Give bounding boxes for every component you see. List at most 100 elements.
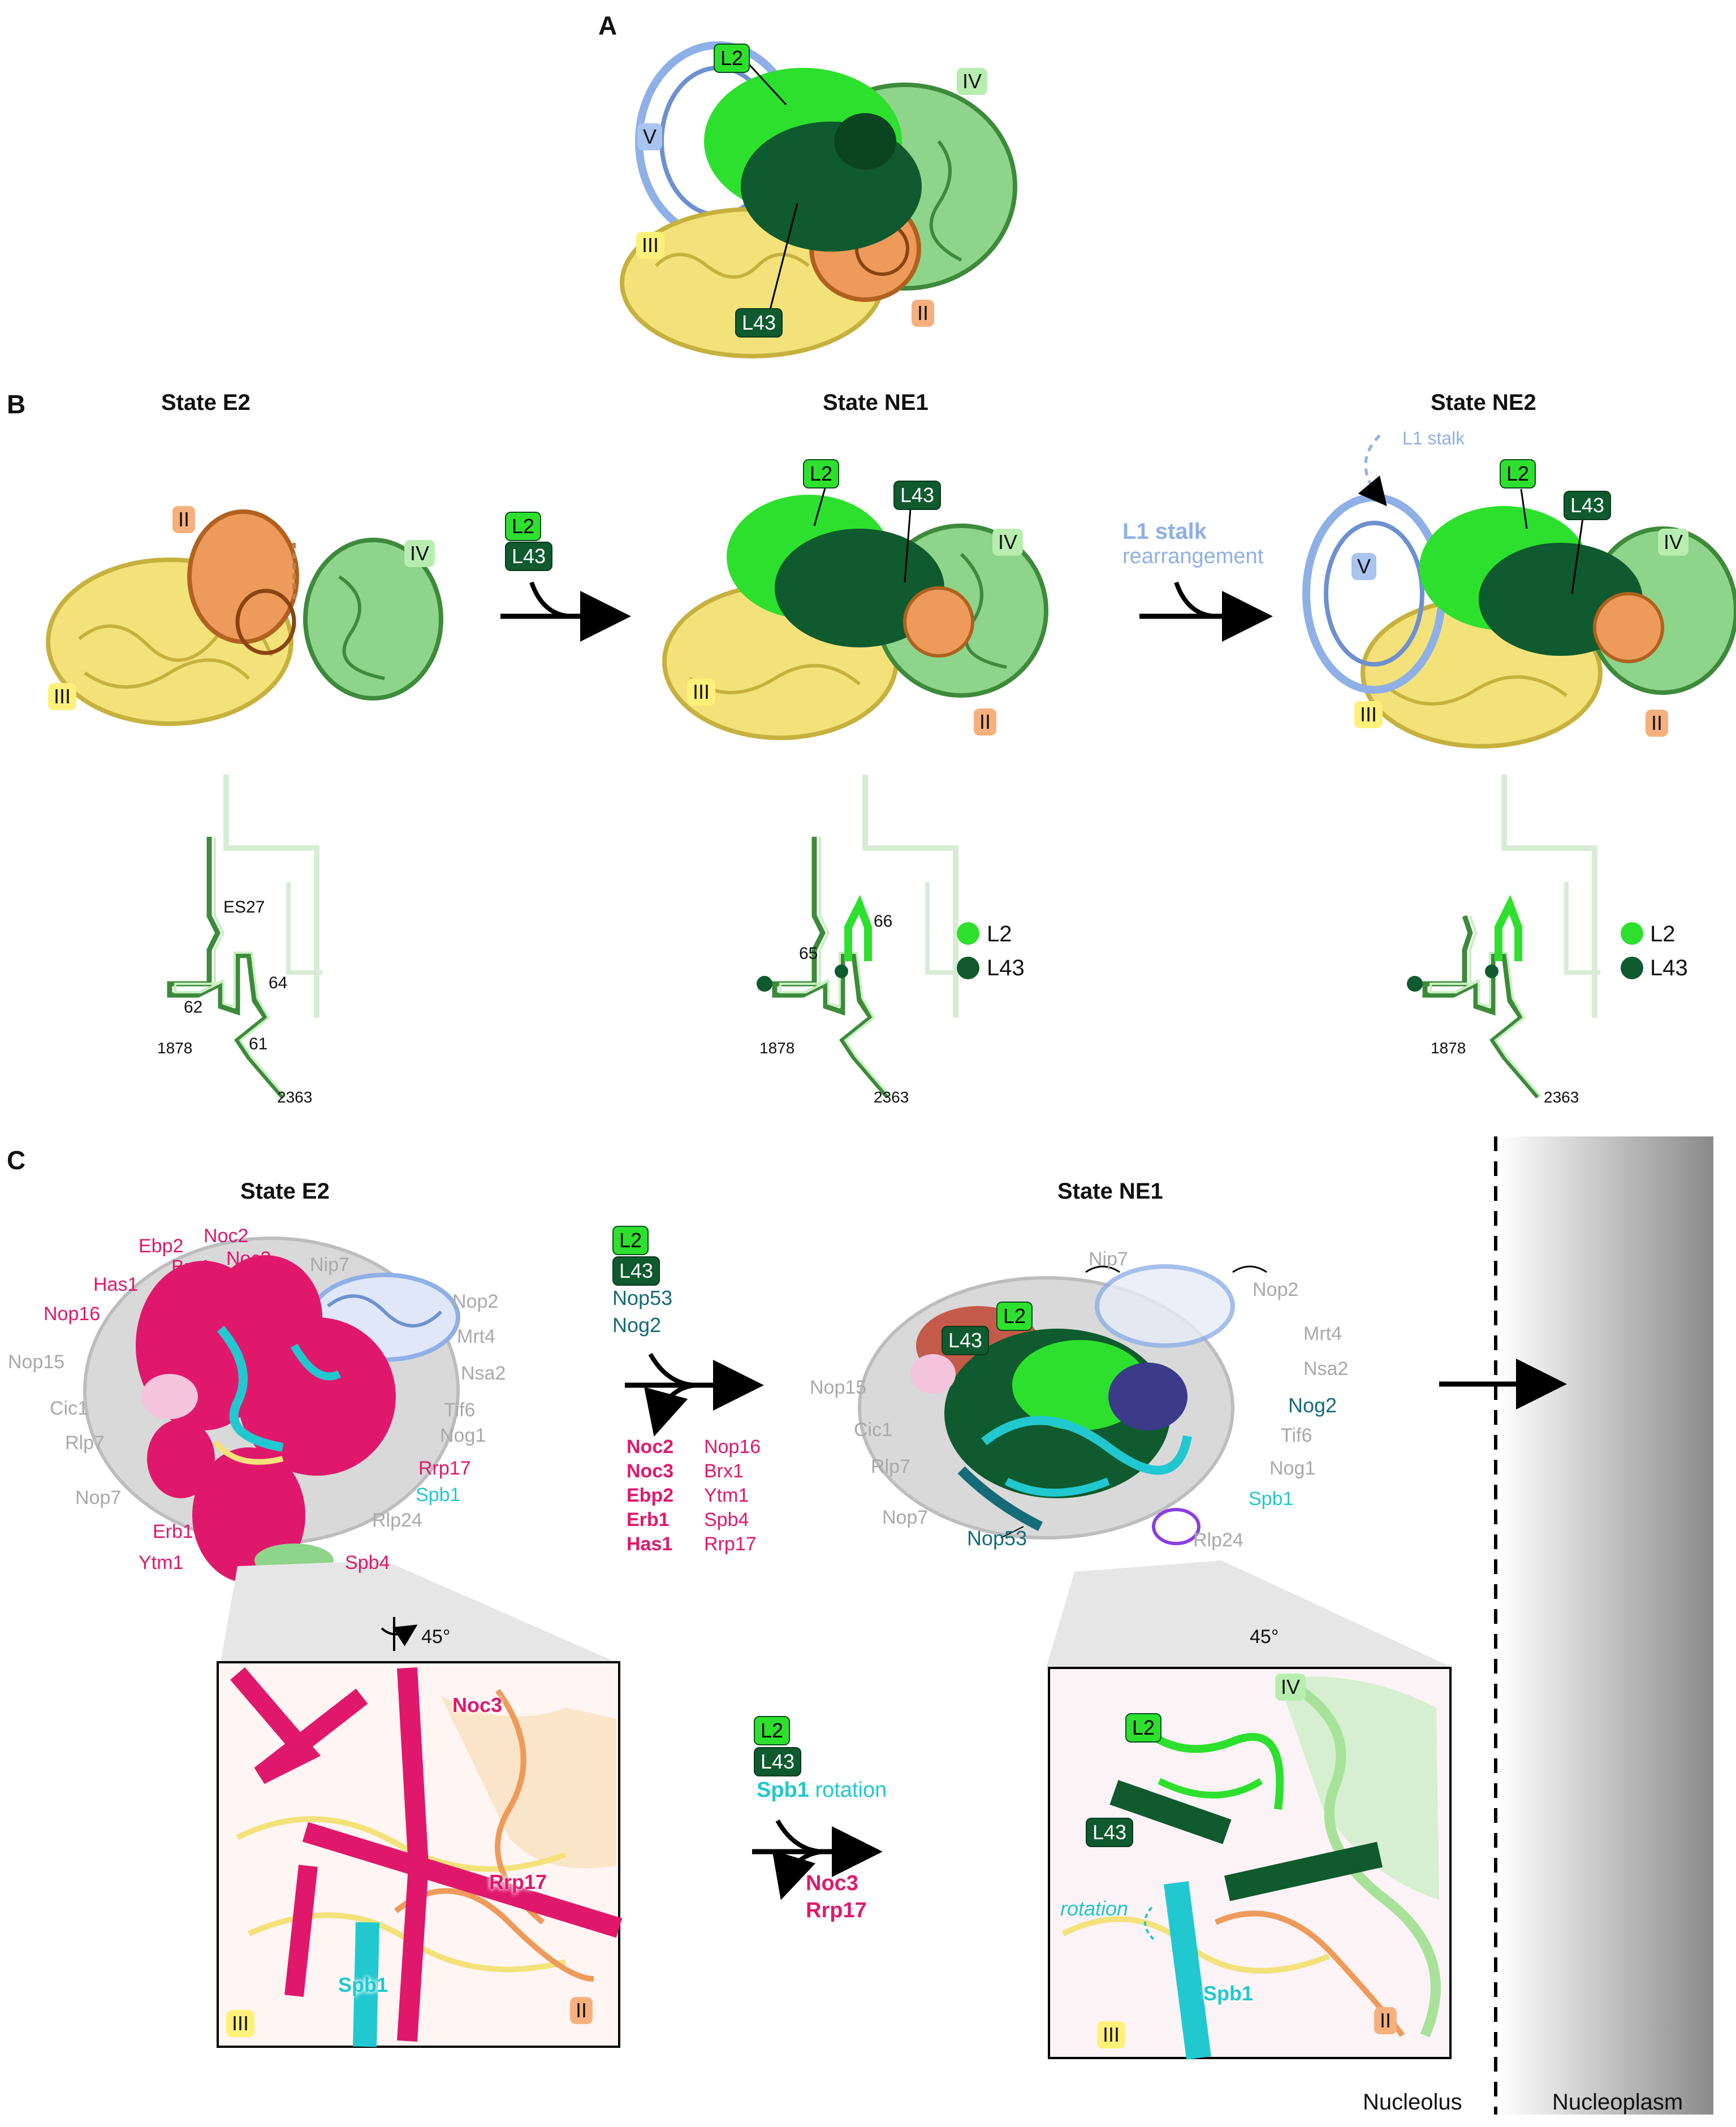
b-ne1-66-label: 66 [874, 912, 893, 931]
c-title-ne1: State NE1 [1057, 1179, 1163, 1204]
c-ne1-rotation-45: 45° [1250, 1626, 1279, 1648]
c-e2-rlp7: Rlp7 [65, 1432, 105, 1454]
c-ne1-rlp7: Rlp7 [871, 1456, 910, 1477]
b-ne1-2363-label: 2363 [874, 1088, 909, 1106]
b-arrow-2 [1139, 581, 1273, 642]
c-e2-erb1: Erb1 [153, 1521, 193, 1542]
b-ne2-domain-iv-badge: IV [1658, 529, 1689, 556]
b-ne1-legend-l43: L43 [987, 956, 1025, 980]
c-ne1-nsa2: Nsa2 [1303, 1358, 1349, 1380]
c-ne1-l43-badge: L43 [942, 1326, 990, 1355]
b-ne2-1878-label: 1878 [1431, 1039, 1466, 1057]
c-e2-rotation-45: 45° [421, 1626, 451, 1648]
b-e2-es27-label: ES27 [223, 898, 265, 916]
c-e2-nsa2: Nsa2 [461, 1363, 506, 1384]
c-ne1-zoom-cone [1046, 1560, 1453, 1668]
c-e2-nip7: Nip7 [310, 1254, 349, 1276]
c-e2-nop2: Nop2 [452, 1291, 499, 1312]
c-ne1-cic1: Cic1 [854, 1419, 893, 1441]
c-e2-nop16: Nop16 [44, 1303, 101, 1325]
c-e2-spb1: Spb1 [416, 1484, 461, 1506]
c-e2-nog1: Nog1 [440, 1425, 486, 1446]
c-e2-spb4: Spb4 [345, 1552, 390, 1573]
a-domain-v-badge: V [637, 123, 663, 150]
b-ne1-1878-label: 1878 [759, 1039, 795, 1057]
b-arrow1-l43-badge: L43 [505, 542, 553, 571]
nucleoplasm-label: Nucleoplasm [1552, 2090, 1683, 2115]
panel-a-structure [620, 41, 1017, 358]
c-zoom-ne1-domain-iii: III [1097, 2021, 1126, 2048]
c-arrow-2 [752, 1819, 883, 1900]
b-ne2-legend-l2: L2 [1650, 922, 1675, 946]
c-ne1-nog2: Nog2 [1288, 1394, 1337, 1417]
b-ne2-l43-badge: L43 [1564, 491, 1612, 520]
b-ne2-2363-label: 2363 [1544, 1088, 1579, 1106]
c-arrow-1 [625, 1353, 764, 1437]
c-ne1-nop15: Nop15 [810, 1377, 867, 1398]
c-leave-rrp17: Rrp17 [704, 1533, 757, 1555]
a-domain-iii-badge: III [636, 232, 665, 259]
b-ne2-domain-ii-badge: II [1646, 710, 1669, 737]
c-ne1-nop2: Nop2 [1253, 1279, 1299, 1300]
b-ne1-legend-l43-dot [957, 957, 979, 979]
panel-b-label: B [7, 390, 26, 419]
a-domain-iv-badge: IV [957, 68, 988, 95]
c-e2-rrp17: Rrp17 [418, 1458, 471, 1479]
b-arrow1-l2-badge: L2 [505, 512, 542, 541]
c-ne1-spb1: Spb1 [1249, 1488, 1294, 1510]
a-domain-ii-badge: II [912, 300, 935, 327]
c-arrow2-out-noc3: Noc3 [806, 1871, 858, 1895]
b-title-ne2: State NE2 [1431, 390, 1536, 415]
b-ne1-secondary-structure [757, 775, 961, 1099]
c-leave-spb4: Spb4 [704, 1509, 749, 1531]
c-ne1-nog1: Nog1 [1269, 1458, 1316, 1479]
c-title-e2: State E2 [240, 1179, 330, 1204]
c-zoom-ne1-l2: L2 [1125, 1713, 1162, 1743]
nucleolus-label: Nucleolus [1363, 2090, 1462, 2115]
b-ne2-l2-badge: L2 [1500, 459, 1536, 488]
a-l2-badge: L2 [714, 44, 750, 73]
b-e2-domain-iv-badge: IV [404, 540, 435, 567]
a-l43-badge: L43 [735, 308, 783, 338]
c-leave-nop16: Nop16 [704, 1436, 761, 1458]
c-leave-noc2: Noc2 [627, 1436, 674, 1458]
c-e2-brx1: Brx1 [171, 1256, 211, 1278]
panel-c-label: C [7, 1145, 26, 1175]
c-nop53-leader [1000, 1526, 1024, 1538]
c-zoom-e2-domain-iii: III [226, 2010, 255, 2037]
b-e2-domain-iii-badge: III [48, 683, 77, 710]
c-e2-nop15: Nop15 [8, 1351, 65, 1373]
b-ne1-domain-ii-badge: II [974, 708, 997, 736]
c-ne1-tif6: Tif6 [1281, 1425, 1312, 1446]
b-ne2-l1-stalk-label: L1 stalk [1402, 428, 1465, 448]
c-arrow2-spb1: Spb1 [757, 1778, 809, 1802]
c-ne1-nop7: Nop7 [882, 1507, 929, 1528]
c-e2-nop7: Nop7 [75, 1487, 122, 1508]
b-ne1-legend-l2-dot [957, 922, 979, 945]
c-leave-ebp2: Ebp2 [627, 1485, 674, 1506]
panel-a-label: A [598, 11, 617, 40]
b-l1-stalk-label: L1 stalk [1122, 519, 1207, 544]
b-title-ne1: State NE1 [823, 390, 929, 415]
c-e2-ebp2: Ebp2 [139, 1235, 184, 1257]
b-ne2-legend-l2-dot [1621, 922, 1643, 945]
c-arrow1-nog2: Nog2 [612, 1313, 662, 1337]
c-zoom-e2-domain-ii: II [570, 1997, 593, 2024]
b-e2-1878-label: 1878 [157, 1039, 193, 1057]
c-zoom-ne1-domain-iv: IV [1275, 1674, 1306, 1701]
c-e2-cic1: Cic1 [50, 1398, 89, 1419]
c-leave-has1: Has1 [627, 1533, 673, 1555]
c-zoom-e2-spb1: Spb1 [338, 1973, 388, 1996]
c-e2-rlp24: Rlp24 [372, 1510, 422, 1531]
b-e2-61-label: 61 [249, 1035, 268, 1053]
c-e2-tif6: Tif6 [444, 1399, 476, 1421]
c-e2-mrt4: Mrt4 [457, 1326, 495, 1347]
c-ne1-zoom-box [1048, 1667, 1452, 2060]
c-zoom-ne1-domain-ii: II [1374, 2007, 1397, 2034]
b-ne1-l43-badge: L43 [893, 481, 942, 510]
c-zoom-ne1-spb1: Spb1 [1203, 1982, 1254, 2005]
b-ne1-65-label: 65 [799, 944, 818, 963]
c-zoom-e2-noc3: Noc3 [452, 1693, 503, 1717]
c-arrow2-out-rrp17: Rrp17 [806, 1899, 867, 1922]
b-e2-structure [46, 509, 443, 726]
